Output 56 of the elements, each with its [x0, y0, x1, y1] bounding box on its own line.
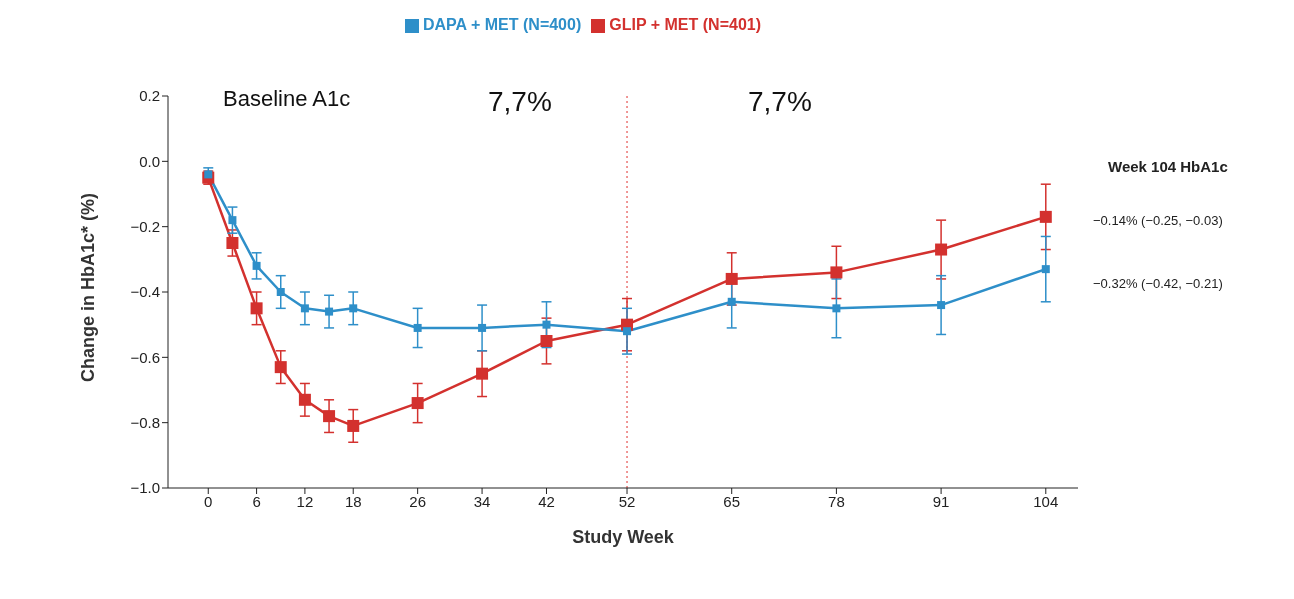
point — [830, 266, 843, 279]
point — [935, 243, 948, 256]
x-tick-label: 18 — [344, 492, 362, 510]
point — [725, 272, 738, 285]
y-tick-label: 0.0 — [139, 152, 160, 170]
x-tick-label: 78 — [828, 492, 845, 510]
point — [298, 393, 311, 406]
x-tick-label: 91 — [932, 492, 950, 510]
point — [349, 304, 358, 313]
x-tick-label: 0 — [204, 492, 213, 510]
y-axis-title: Change in HbA1c* (%) — [78, 192, 99, 382]
x-tick-label: 6 — [252, 492, 261, 510]
x-tick-label: 42 — [538, 492, 555, 510]
point — [1039, 210, 1052, 223]
x-tick-label: 34 — [473, 492, 491, 510]
y-tick-label: 0.2 — [139, 87, 160, 105]
point — [727, 297, 736, 306]
annotation: 7,7% — [748, 86, 812, 118]
point — [542, 320, 551, 329]
point — [276, 288, 285, 296]
point — [937, 301, 946, 310]
x-tick-label: 52 — [618, 492, 636, 510]
point — [540, 335, 553, 347]
annotation: Baseline A1c — [223, 86, 351, 112]
y-tick-label: −0.4 — [130, 283, 160, 301]
text: −0.32% (−0.42, −0.21) — [1093, 276, 1223, 291]
point — [274, 361, 287, 374]
text: −0.14% (−0.25, −0.03) — [1093, 213, 1223, 228]
x-tick-label: 104 — [1033, 492, 1059, 510]
point — [1041, 265, 1050, 274]
point — [623, 327, 632, 336]
point — [226, 237, 239, 249]
y-tick-label: −0.2 — [130, 217, 160, 235]
x-tick-label: 12 — [296, 492, 314, 510]
point — [252, 261, 261, 270]
point — [250, 302, 263, 315]
y-tick-label: −0.8 — [130, 413, 160, 431]
x-tick-label: 26 — [409, 492, 426, 510]
point — [413, 323, 422, 332]
legend-label: DAPA + MET (N=400) — [422, 16, 582, 33]
x-tick-label: 65 — [723, 492, 741, 510]
point — [325, 307, 334, 316]
y-tick-label: −1.0 — [130, 479, 160, 497]
point — [228, 216, 237, 225]
point — [478, 323, 487, 332]
point — [347, 419, 360, 432]
point — [832, 304, 841, 313]
x-axis-title: Study Week — [572, 527, 675, 547]
annotation: 7,7% — [488, 86, 552, 118]
point — [323, 410, 336, 423]
point — [300, 304, 309, 313]
point — [411, 397, 424, 410]
point — [476, 367, 489, 380]
text: Week 104 HbA1c — [1108, 158, 1228, 175]
legend-label: GLIP + MET (N=401) — [609, 16, 761, 33]
y-tick-label: −0.6 — [130, 348, 160, 366]
